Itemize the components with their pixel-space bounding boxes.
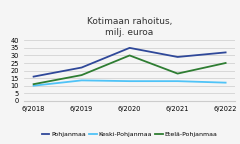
- Keski-Pohjanmaa: [176, 80, 179, 82]
- Keski-Pohjanmaa: [32, 85, 35, 87]
- Keski-Pohjanmaa: [80, 79, 83, 81]
- Etelä-Pohjanmaa: [224, 62, 227, 64]
- Pohjanmaa: [176, 56, 179, 58]
- Keski-Pohjanmaa: [224, 82, 227, 84]
- Text: Kotimaan rahoitus,
milj. euroa: Kotimaan rahoitus, milj. euroa: [87, 17, 172, 37]
- Etelä-Pohjanmaa: [32, 83, 35, 85]
- Etelä-Pohjanmaa: [80, 74, 83, 76]
- Etelä-Pohjanmaa: [176, 73, 179, 74]
- Pohjanmaa: [80, 67, 83, 68]
- Etelä-Pohjanmaa: [128, 55, 131, 56]
- Legend: Pohjanmaa, Keski-Pohjanmaa, Etelä-Pohjanmaa: Pohjanmaa, Keski-Pohjanmaa, Etelä-Pohjan…: [39, 129, 220, 140]
- Keski-Pohjanmaa: [128, 80, 131, 82]
- Line: Pohjanmaa: Pohjanmaa: [34, 48, 226, 77]
- Line: Etelä-Pohjanmaa: Etelä-Pohjanmaa: [34, 55, 226, 84]
- Line: Keski-Pohjanmaa: Keski-Pohjanmaa: [34, 80, 226, 86]
- Pohjanmaa: [128, 47, 131, 49]
- Pohjanmaa: [224, 52, 227, 53]
- Pohjanmaa: [32, 76, 35, 77]
